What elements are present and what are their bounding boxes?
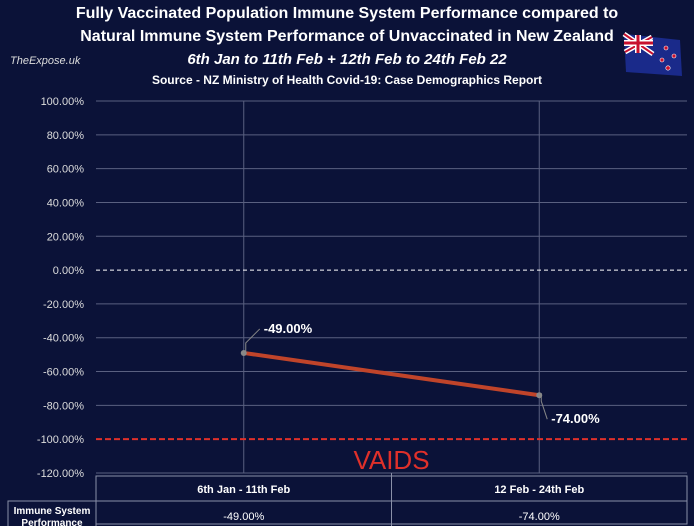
y-tick-label: -20.00% <box>43 299 84 311</box>
data-label: -49.00% <box>264 321 313 336</box>
y-tick-label: -40.00% <box>43 333 84 345</box>
x-category-label: 6th Jan - 11th Feb <box>197 484 290 496</box>
table-row-label-cell <box>7 500 97 526</box>
leader-line <box>245 328 261 351</box>
table-value: -74.00% <box>519 511 560 523</box>
leader-line <box>540 393 548 420</box>
data-table <box>95 475 688 525</box>
table-value: -49.00% <box>223 511 264 523</box>
chart-title-line2: Natural Immune System Performance of Unv… <box>80 28 614 45</box>
table-row-label: Performance <box>21 518 83 526</box>
x-category-label: 12 Feb - 24th Feb <box>494 484 584 496</box>
y-tick-label: -60.00% <box>43 367 84 379</box>
chart-subtitle: 6th Jan to 11th Feb + 12th Feb to 24th F… <box>187 51 507 68</box>
y-tick-label: -100.00% <box>37 434 84 446</box>
table-row-label: Immune System <box>14 506 91 517</box>
y-tick-label: -80.00% <box>43 400 84 412</box>
reference-line-label: VAIDS <box>353 445 429 475</box>
y-tick-label: -120.00% <box>37 468 84 480</box>
y-tick-label: 80.00% <box>47 130 85 142</box>
chart-source: Source - NZ Ministry of Health Covid-19:… <box>151 73 543 87</box>
y-tick-label: 60.00% <box>47 164 85 176</box>
y-tick-label: 20.00% <box>47 231 85 243</box>
brand-label: TheExpose.uk <box>10 55 81 67</box>
new-zealand-flag-icon <box>622 31 682 76</box>
y-tick-label: 0.00% <box>53 265 84 277</box>
data-label: -74.00% <box>551 411 600 426</box>
y-tick-label: 100.00% <box>41 96 85 108</box>
data-point <box>240 349 247 356</box>
y-tick-label: 40.00% <box>47 197 85 209</box>
series-line <box>243 350 540 398</box>
chart-title-line1: Fully Vaccinated Population Immune Syste… <box>75 5 619 22</box>
